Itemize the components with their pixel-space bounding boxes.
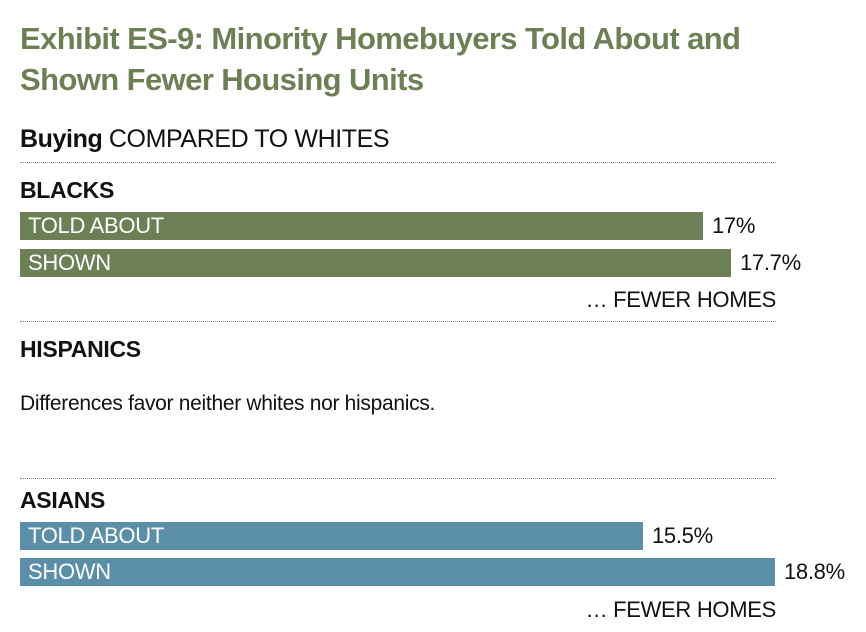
bar-asians-told-about: TOLD ABOUT xyxy=(20,522,643,550)
bar-blacks-shown: SHOWN xyxy=(20,249,731,277)
value-asians-shown: 18.8% xyxy=(784,559,845,584)
fewer-homes-blacks: … FEWER HOMES xyxy=(585,287,777,312)
bar-asians-shown: SHOWN xyxy=(20,558,775,586)
divider-hispanics xyxy=(20,321,776,322)
divider-asians xyxy=(20,478,776,479)
bar-blacks-told-about: TOLD ABOUT xyxy=(20,212,703,240)
chart-subtitle: Buying COMPARED TO WHITES xyxy=(20,124,390,154)
bar-label: TOLD ABOUT xyxy=(28,523,164,548)
group-label-hispanics: HISPANICS xyxy=(20,336,141,362)
chart-title: Exhibit ES-9: Minority Homebuyers Told A… xyxy=(20,21,741,97)
bar-label: SHOWN xyxy=(28,559,111,584)
fewer-homes-asians: … FEWER HOMES xyxy=(585,597,777,622)
value-asians-told-about: 15.5% xyxy=(652,523,713,548)
bar-label: SHOWN xyxy=(28,250,111,275)
group-label-asians: ASIANS xyxy=(20,487,106,513)
divider-top xyxy=(20,162,776,163)
group-label-blacks: BLACKS xyxy=(20,177,115,203)
bar-label: TOLD ABOUT xyxy=(28,213,164,238)
subtitle-rest: COMPARED TO WHITES xyxy=(108,125,390,153)
hispanics-note: Differences favor neither whites nor his… xyxy=(20,392,436,415)
subtitle-bold: Buying xyxy=(20,125,103,153)
value-blacks-told-about: 17% xyxy=(712,213,756,238)
value-blacks-shown: 17.7% xyxy=(740,250,801,275)
